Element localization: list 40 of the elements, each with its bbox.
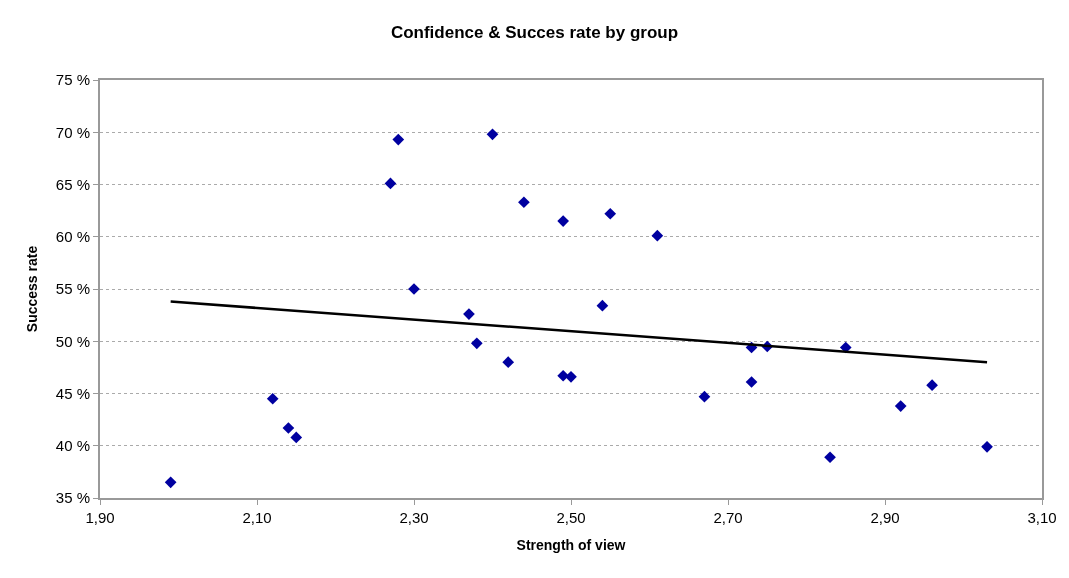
point: [596, 299, 609, 312]
point: [557, 215, 569, 227]
point: [486, 128, 499, 141]
point: [698, 390, 711, 403]
y-axis-title: Success rate: [23, 245, 40, 333]
x-tick-label: 1,90: [85, 509, 115, 526]
y-tick-label: 35 %: [55, 489, 90, 507]
y-tick-label: 45 %: [55, 384, 90, 402]
point: [164, 476, 177, 489]
point: [651, 229, 664, 242]
y-tick-label: 75 %: [55, 71, 90, 89]
y-tick-label: 55 %: [55, 280, 90, 298]
point: [745, 376, 758, 388]
x-tick-label: 2,90: [870, 509, 900, 526]
x-tick-label: 3,10: [1027, 509, 1057, 526]
y-tick-label: 50 %: [55, 332, 90, 350]
point: [926, 379, 938, 391]
point: [470, 337, 483, 350]
point: [894, 400, 907, 412]
point: [384, 177, 397, 190]
x-tick-label: 2,50: [556, 509, 586, 526]
x-tick-label: 2,70: [713, 509, 743, 526]
point: [502, 356, 515, 368]
x-axis-title: Strength of view: [516, 536, 626, 553]
y-tick-label: 70 %: [55, 123, 90, 141]
point: [518, 196, 530, 209]
point: [282, 422, 295, 434]
point: [604, 207, 617, 220]
x-tick-label: 2,10: [242, 509, 272, 526]
point: [824, 451, 836, 464]
point: [290, 431, 303, 444]
point: [266, 392, 279, 405]
point: [565, 370, 577, 383]
chart-title: Confidence & Succes rate by group: [390, 22, 679, 42]
y-tick-label: 65 %: [55, 175, 90, 193]
y-tick-label: 40 %: [55, 437, 90, 454]
x-tick-label: 2,30: [399, 509, 429, 526]
point: [392, 133, 405, 146]
y-tick-label: 60 %: [55, 228, 90, 245]
point: [981, 440, 993, 453]
